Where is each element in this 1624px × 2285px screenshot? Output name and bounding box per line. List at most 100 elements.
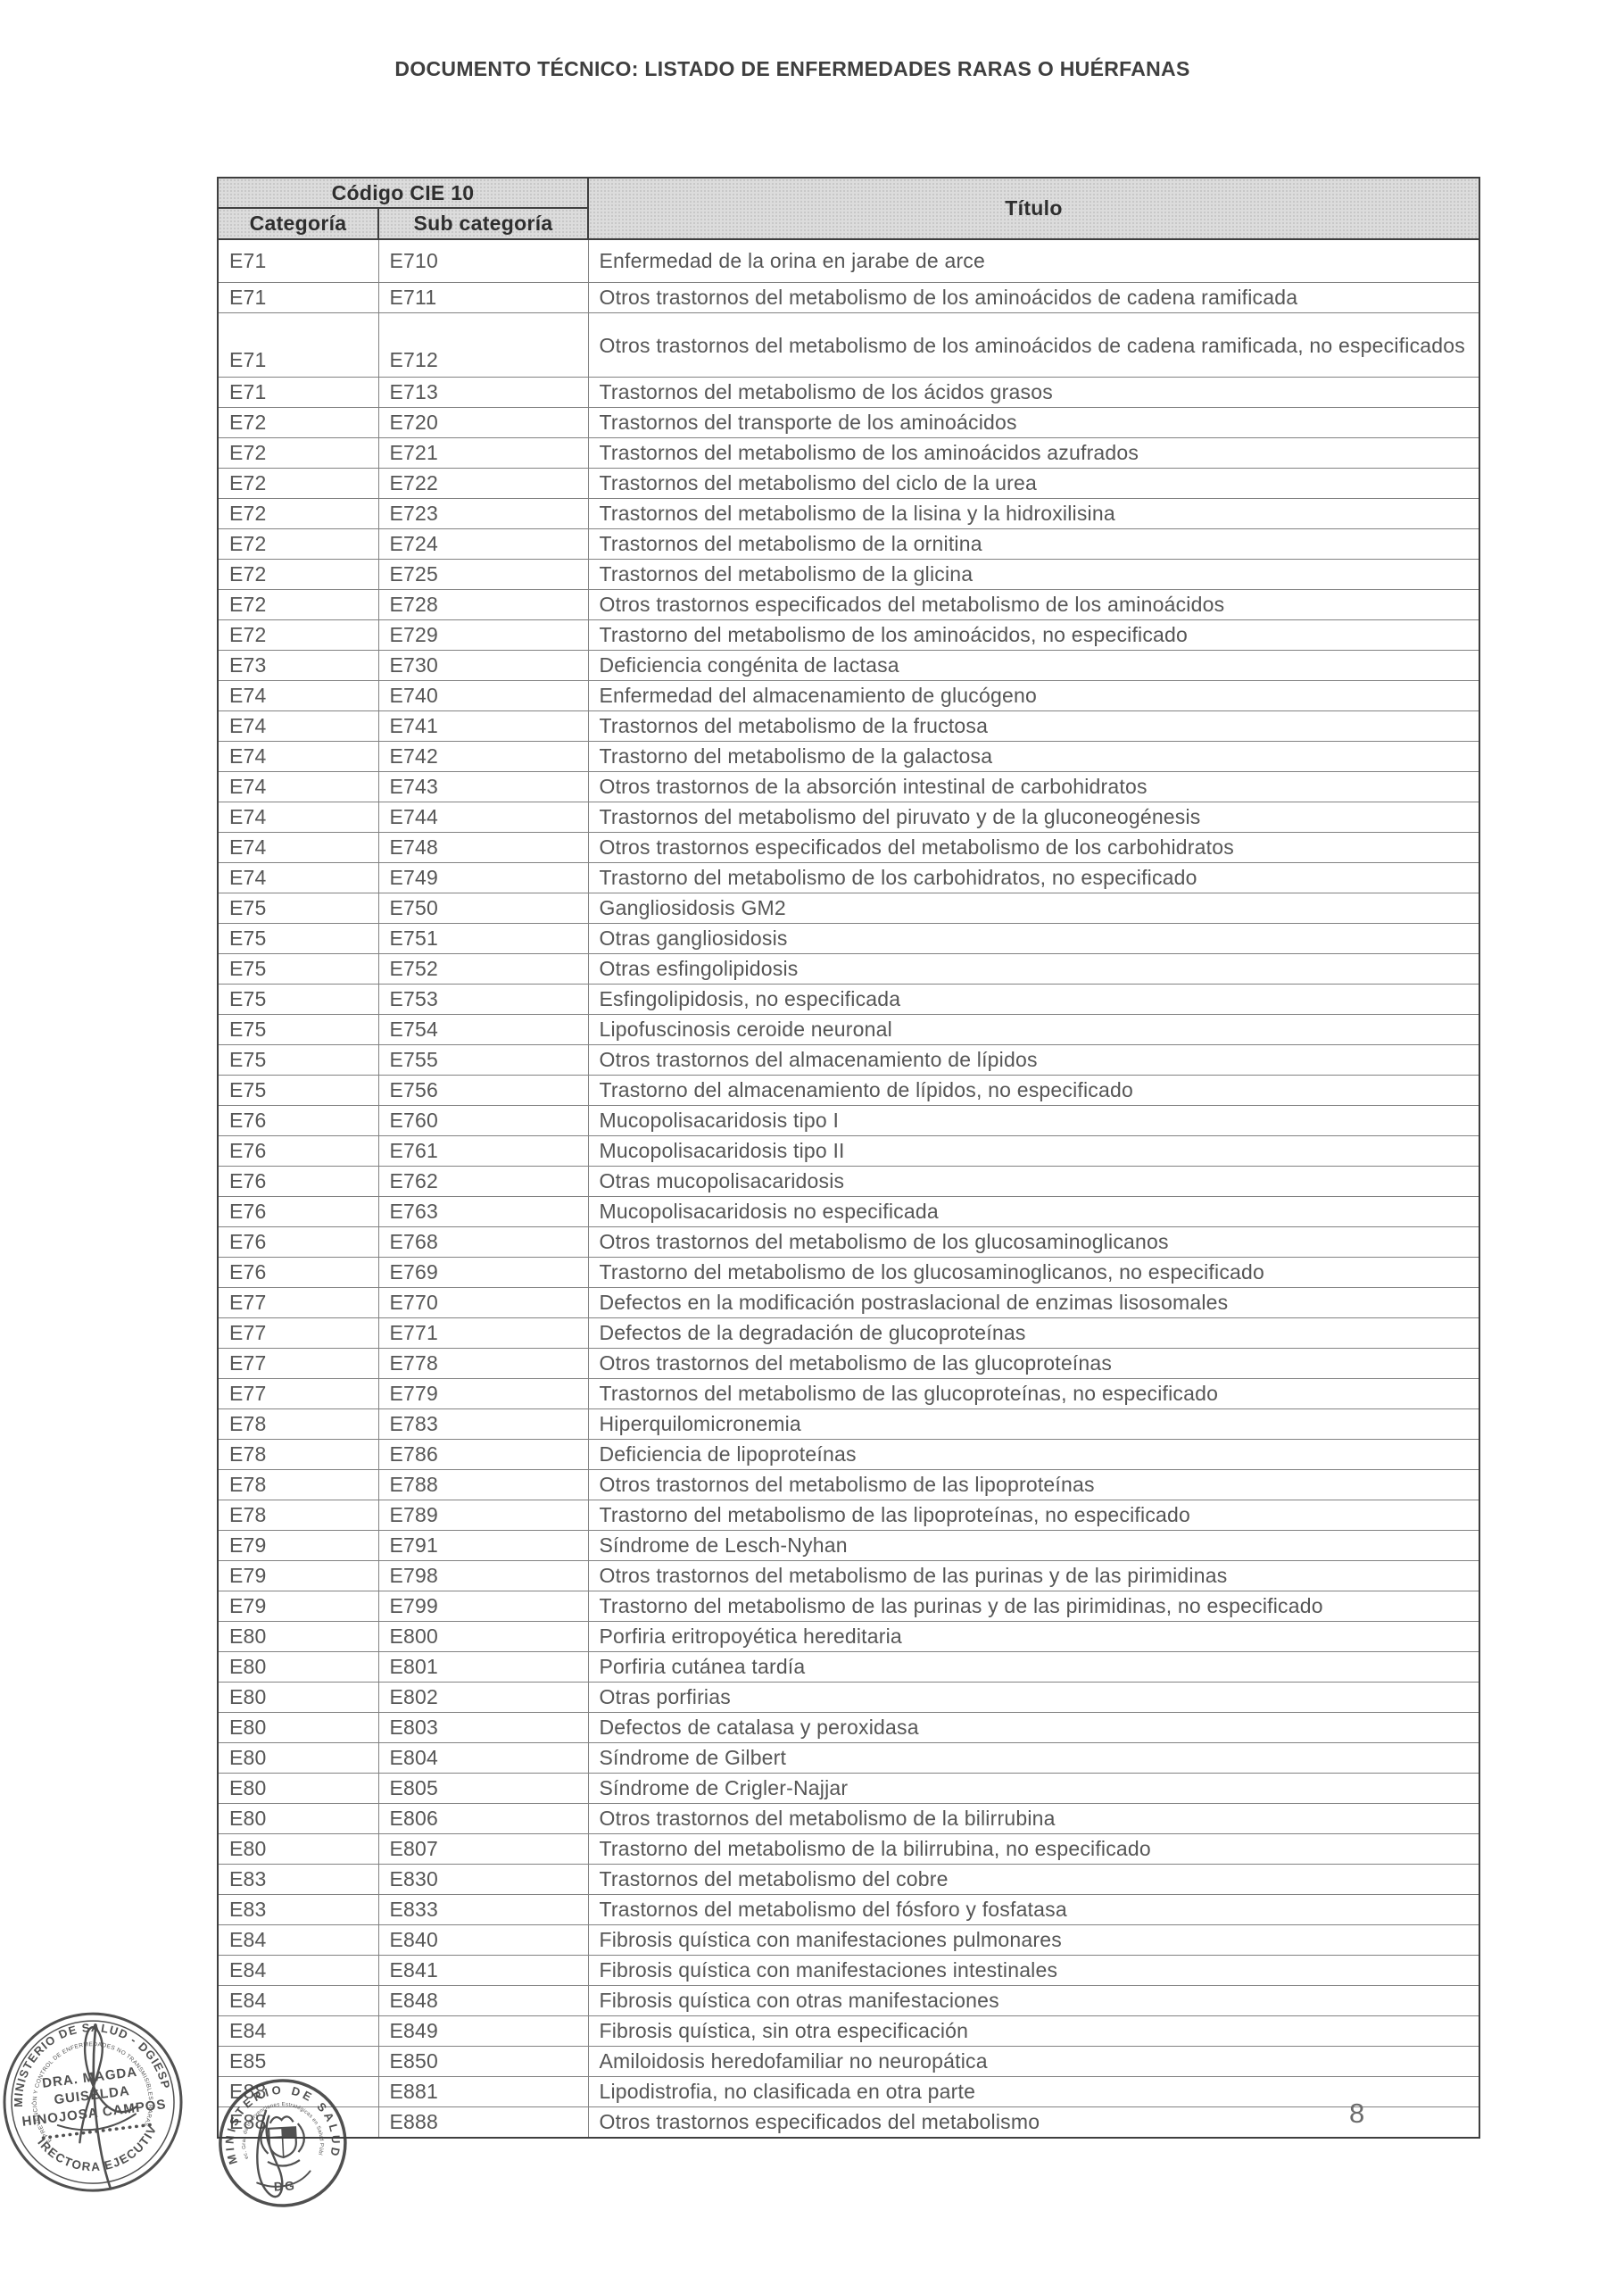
table-row: E77 E779 Trastornos del metabolismo de las… xyxy=(217,1378,1480,1409)
signature-icon xyxy=(56,2023,138,2190)
table-row: E79 E799 Trastorno del metabolismo de las … xyxy=(217,1591,1480,1622)
table-row: E71 E710 Enfermedad de la orina en jarabe … xyxy=(217,238,1480,283)
category-cell: E84 xyxy=(217,1955,379,1986)
title-cell: Amiloidosis heredofamiliar no neuropátic… xyxy=(587,2046,1480,2077)
category-cell: E71 xyxy=(217,377,379,408)
subcategory-cell: E755 xyxy=(377,1044,589,1076)
title-cell: Defectos en la modificación postraslacio… xyxy=(587,1287,1480,1318)
category-cell: E80 xyxy=(217,1621,379,1652)
category-cell: E77 xyxy=(217,1348,379,1379)
subcategory-cell: E833 xyxy=(377,1894,589,1925)
subcategory-cell: E750 xyxy=(377,893,589,924)
category-cell: E75 xyxy=(217,984,379,1015)
category-cell: E72 xyxy=(217,407,379,438)
title-cell: Enfermedad de la orina en jarabe de arce xyxy=(587,238,1480,283)
table-row: E80 E805 Síndrome de Crigler-Najjar xyxy=(217,1773,1480,1804)
category-cell: E79 xyxy=(217,1560,379,1591)
category-cell: E80 xyxy=(217,1803,379,1834)
director-stamp: MINISTERIO DE SALUD - DGIESP DIRECCIÓN D… xyxy=(0,1996,183,2192)
category-cell: E77 xyxy=(217,1287,379,1318)
subcategory-cell: E711 xyxy=(377,282,589,313)
subcategory-cell: E881 xyxy=(377,2076,589,2107)
title-cell: Trastornos del metabolismo del cobre xyxy=(587,1864,1480,1895)
title-cell: Trastornos del transporte de los aminoác… xyxy=(587,407,1480,438)
table-row: E77 E770 Defectos en la modificación postr… xyxy=(217,1287,1480,1318)
category-cell: E76 xyxy=(217,1166,379,1197)
subcategory-cell: E799 xyxy=(377,1591,589,1622)
table-row: E75 E753 Esfingolipidosis, no especificada xyxy=(217,984,1480,1015)
header-titulo: Título xyxy=(587,177,1480,240)
category-cell: E84 xyxy=(217,1985,379,2016)
title-cell: Mucopolisacaridosis tipo I xyxy=(587,1105,1480,1136)
table-row: E80 E807 Trastorno del metabolismo de la b… xyxy=(217,1833,1480,1865)
stamp-outer-ring xyxy=(219,2079,347,2207)
table-row: E74 E740 Enfermedad del almacenamiento de … xyxy=(217,680,1480,711)
category-cell: E72 xyxy=(217,498,379,529)
category-cell: E72 xyxy=(217,619,379,651)
subcategory-cell: E756 xyxy=(377,1075,589,1106)
table-row: E84 E841 Fibrosis quística con manifestaci… xyxy=(217,1955,1480,1986)
category-cell: E80 xyxy=(217,1682,379,1713)
subcategory-cell: E751 xyxy=(377,923,589,954)
table-row: E78 E789 Trastorno del metabolismo de las … xyxy=(217,1500,1480,1531)
title-cell: Trastorno del almacenamiento de lípidos,… xyxy=(587,1075,1480,1106)
title-cell: Otros trastornos especificados del metab… xyxy=(587,2106,1480,2139)
title-cell: Porfiria eritropoyética hereditaria xyxy=(587,1621,1480,1652)
subcategory-cell: E791 xyxy=(377,1530,589,1561)
title-cell: Trastorno del metabolismo de las lipopro… xyxy=(587,1500,1480,1531)
title-cell: Trastornos del metabolismo del ciclo de … xyxy=(587,468,1480,499)
category-cell: E71 xyxy=(217,238,379,283)
category-cell: E78 xyxy=(217,1408,379,1440)
table-row: E88 E888 Otros trastornos especificados de… xyxy=(217,2106,1480,2139)
table-row: E75 E752 Otras esfingolipidosis xyxy=(217,953,1480,985)
table-row: E71 E713 Trastornos del metabolismo de los… xyxy=(217,377,1480,408)
category-cell: E75 xyxy=(217,1044,379,1076)
subcategory-cell: E753 xyxy=(377,984,589,1015)
table-row: E74 E744 Trastornos del metabolismo del pi… xyxy=(217,802,1480,833)
title-cell: Trastornos del metabolismo de la ornitin… xyxy=(587,528,1480,560)
subcategory-cell: E850 xyxy=(377,2046,589,2077)
title-cell: Otros trastornos del metabolismo de las … xyxy=(587,1560,1480,1591)
subcategory-cell: E744 xyxy=(377,802,589,833)
title-cell: Fibrosis quística con manifestaciones pu… xyxy=(587,1924,1480,1956)
category-cell: E72 xyxy=(217,589,379,620)
document-title: DOCUMENTO TÉCNICO: LISTADO DE ENFERMEDAD… xyxy=(394,57,1190,80)
subcategory-cell: E830 xyxy=(377,1864,589,1895)
category-cell: E72 xyxy=(217,437,379,469)
title-cell: Trastornos del metabolismo de las glucop… xyxy=(587,1378,1480,1409)
table-row: E74 E749 Trastorno del metabolismo de los … xyxy=(217,862,1480,893)
title-cell: Trastornos del metabolismo de la lisina … xyxy=(587,498,1480,529)
stamp-inner-ring xyxy=(11,2020,175,2184)
subcategory-cell: E752 xyxy=(377,953,589,985)
header-row-1: Código CIE 10 Título xyxy=(217,177,1480,240)
category-cell: E80 xyxy=(217,1651,379,1683)
category-cell: E74 xyxy=(217,710,379,742)
table-row: E85 E850 Amiloidosis heredofamiliar no neu… xyxy=(217,2046,1480,2077)
title-cell: Hiperquilomicronemia xyxy=(587,1408,1480,1440)
table-row: E72 E724 Trastornos del metabolismo de la … xyxy=(217,528,1480,560)
subcategory-cell: E803 xyxy=(377,1712,589,1743)
title-cell: Porfiria cutánea tardía xyxy=(587,1651,1480,1683)
subcategory-cell: E722 xyxy=(377,468,589,499)
title-cell: Otros trastornos del metabolismo de los … xyxy=(587,312,1480,378)
title-cell: Trastorno del metabolismo de la galactos… xyxy=(587,741,1480,772)
title-cell: Esfingolipidosis, no especificada xyxy=(587,984,1480,1015)
table-row: E75 E754 Lipofuscinosis ceroide neuronal xyxy=(217,1014,1480,1045)
table-row: E80 E802 Otras porfirias xyxy=(217,1682,1480,1713)
table-row: E76 E769 Trastorno del metabolismo de los … xyxy=(217,1257,1480,1288)
subcategory-cell: E720 xyxy=(377,407,589,438)
category-cell: E79 xyxy=(217,1591,379,1622)
table-row: E72 E725 Trastornos del metabolismo de la … xyxy=(217,559,1480,590)
category-cell: E78 xyxy=(217,1469,379,1500)
table-row: E75 E751 Otras gangliosidosis xyxy=(217,923,1480,954)
subcategory-cell: E841 xyxy=(377,1955,589,1986)
subcategory-cell: E763 xyxy=(377,1196,589,1227)
subcategory-cell: E712 xyxy=(377,312,589,378)
category-cell: E75 xyxy=(217,893,379,924)
title-cell: Otros trastornos del metabolismo de los … xyxy=(587,1226,1480,1258)
subcategory-cell: E798 xyxy=(377,1560,589,1591)
category-cell: E77 xyxy=(217,1378,379,1409)
table-row: E84 E849 Fibrosis quística, sin otra espec… xyxy=(217,2015,1480,2047)
title-cell: Deficiencia de lipoproteínas xyxy=(587,1439,1480,1470)
title-cell: Trastorno del metabolismo de la bilirrub… xyxy=(587,1833,1480,1865)
